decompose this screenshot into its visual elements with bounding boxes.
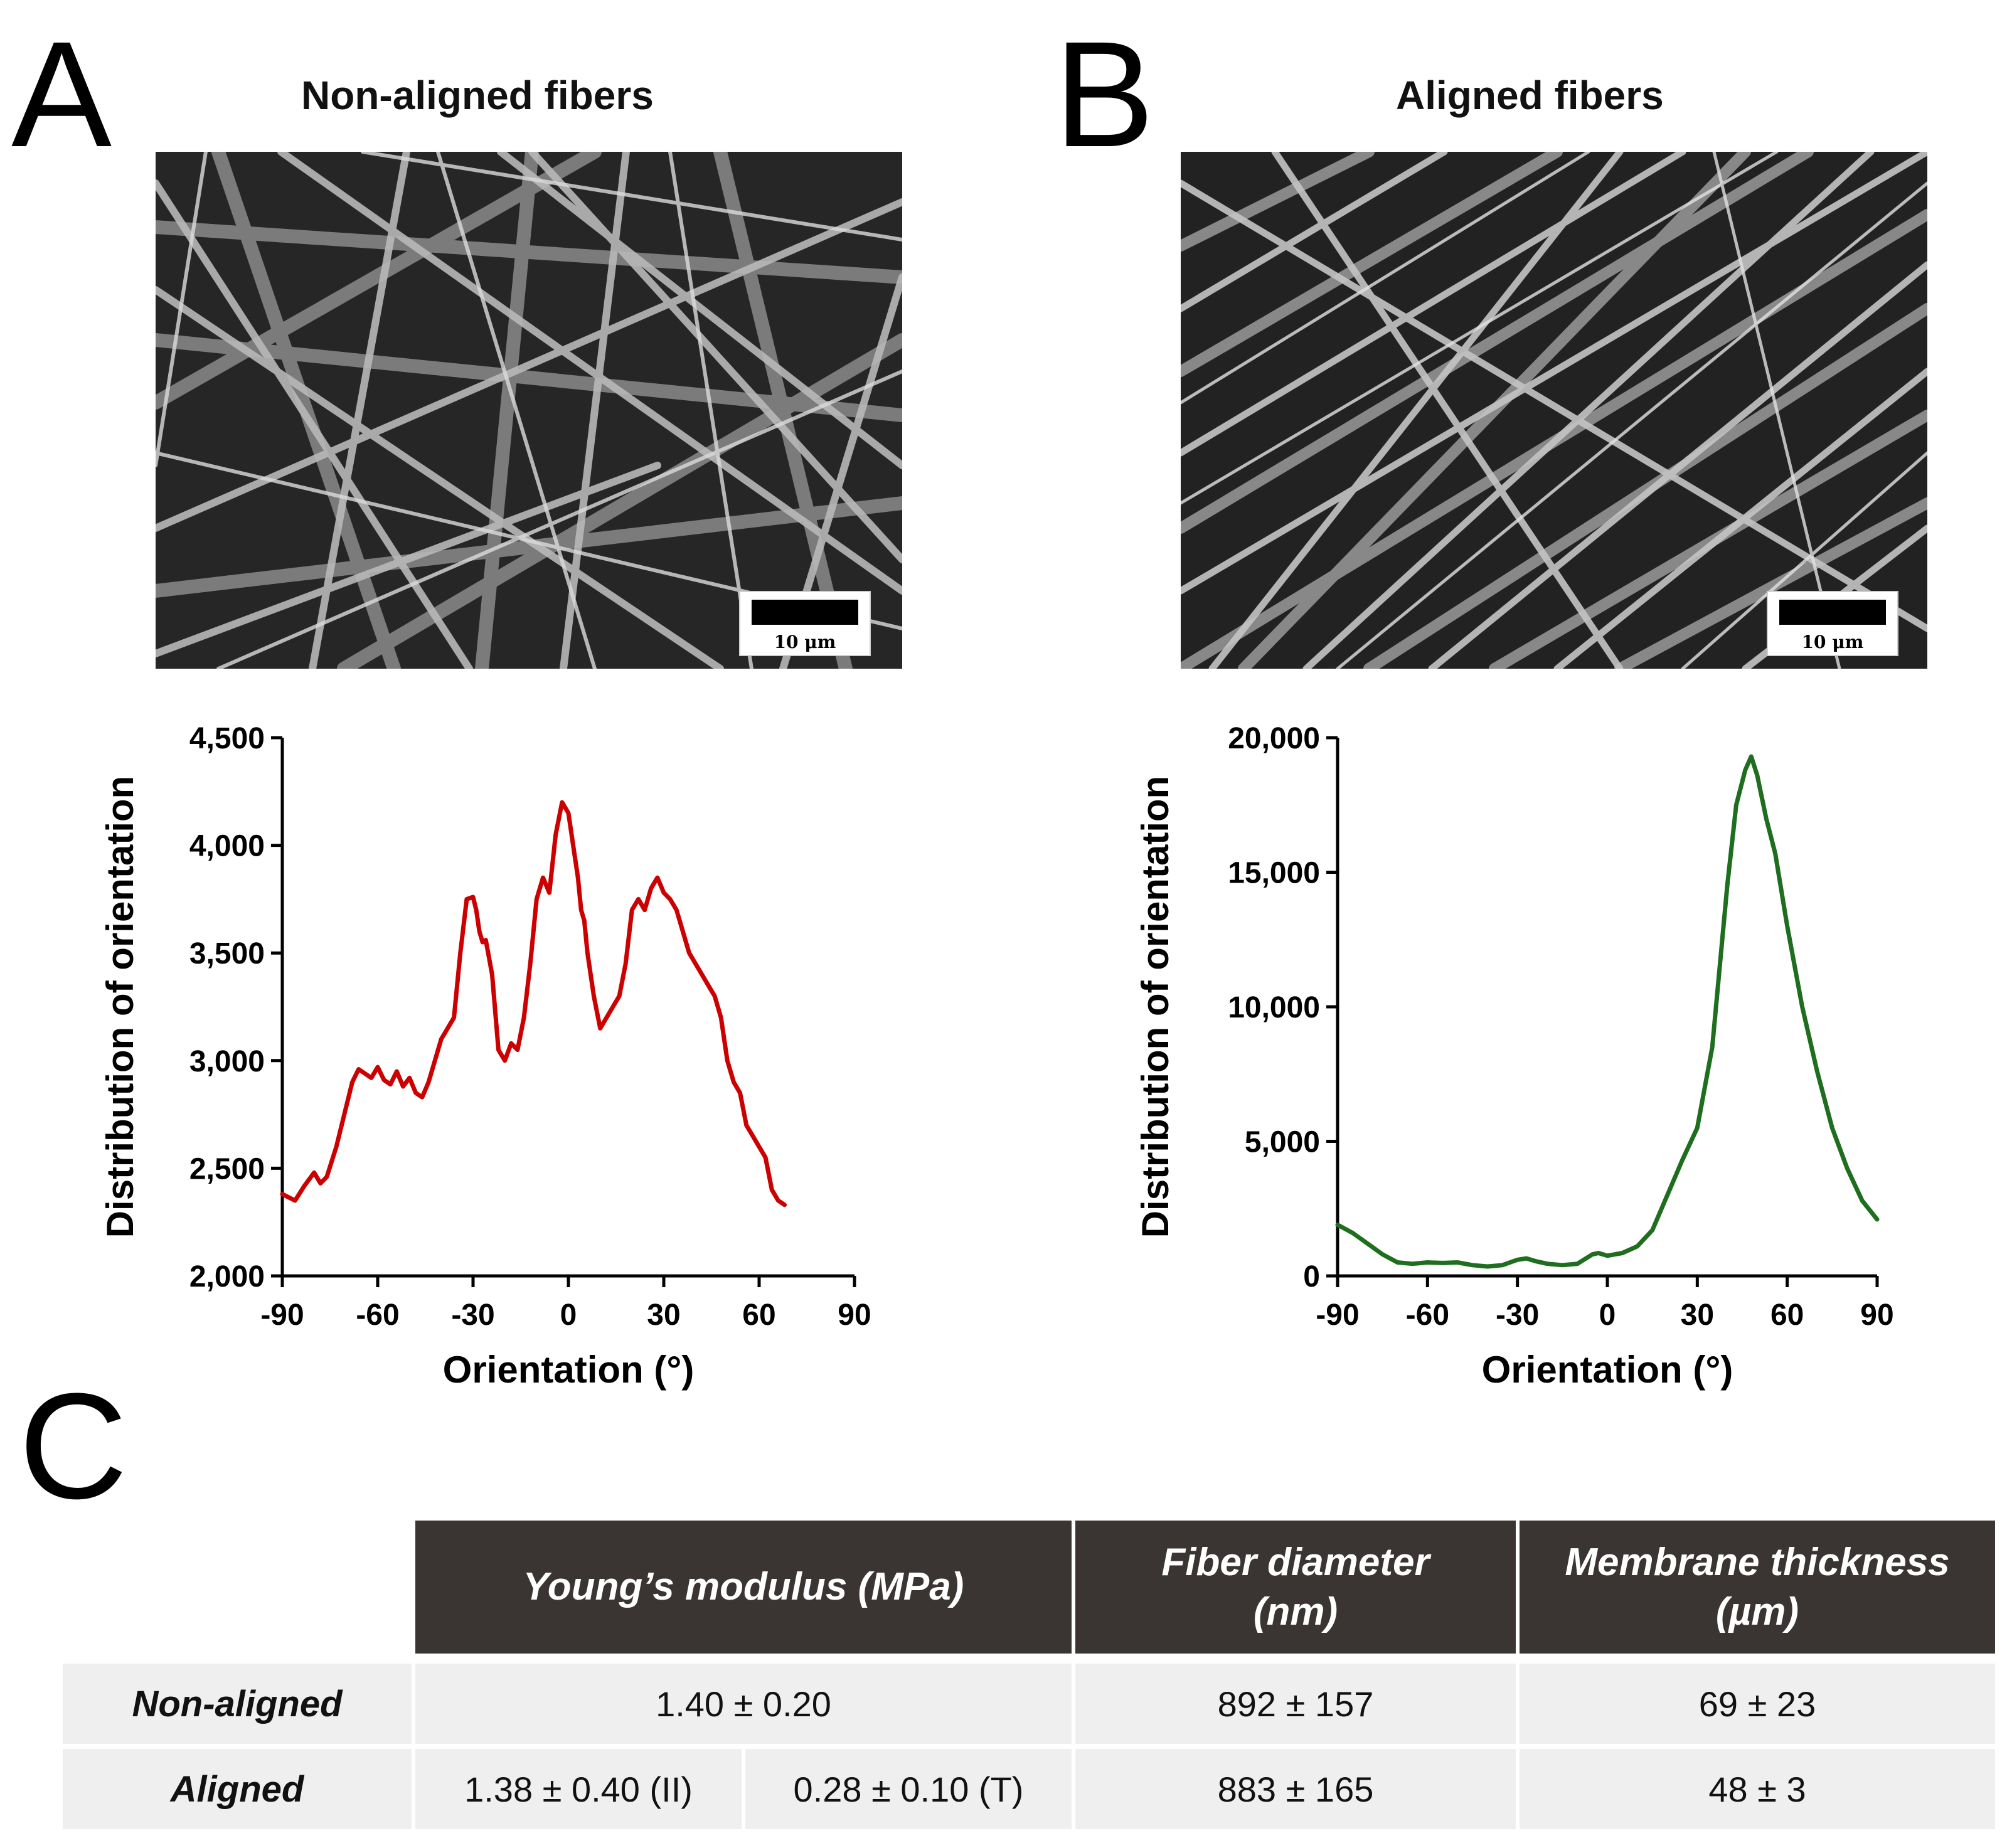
cell-fiber-diameter-non-aligned: 892 ± 157 xyxy=(1075,1664,1516,1744)
panel-letter-c: C xyxy=(19,1362,128,1530)
scale-bar-line xyxy=(752,600,858,625)
series-line xyxy=(280,800,787,1208)
header-youngs-modulus-label: Young’s modulus (MPa) xyxy=(523,1565,964,1609)
scale-bar-b: 10 μm xyxy=(1767,591,1898,656)
orientation-chart-a: 2,000 2,500 3,000 3,500 4,000 4,500 -90 -60 -30 0… xyxy=(99,722,871,1391)
x-tick-label: 60 xyxy=(742,1298,775,1332)
row-label-aligned: Aligned xyxy=(63,1749,412,1829)
scale-bar-a: 10 μm xyxy=(739,591,871,656)
x-tick-label: 60 xyxy=(1770,1298,1804,1332)
y-tick-label: 0 xyxy=(1303,1260,1320,1293)
x-tick-label: 90 xyxy=(1860,1298,1893,1332)
x-axis-label: Orientation (°) xyxy=(1482,1349,1733,1391)
x-tick-label: 30 xyxy=(1681,1298,1714,1332)
y-tick-label: 4,000 xyxy=(189,830,265,863)
cell-fiber-diameter-aligned: 883 ± 165 xyxy=(1075,1749,1516,1829)
y-tick-label: 20,000 xyxy=(1228,722,1320,755)
x-tick-label: 90 xyxy=(838,1298,871,1332)
scale-bar-label: 10 μm xyxy=(1801,632,1864,652)
y-tick-label: 10,000 xyxy=(1228,991,1320,1024)
series-line xyxy=(1335,754,1880,1269)
y-tick-label: 2,500 xyxy=(189,1152,265,1186)
header-fiber-diameter-line2: (nm) xyxy=(1253,1590,1338,1633)
panel-title-b: Aligned fibers xyxy=(1396,73,1664,118)
panel-title-a: Non-aligned fibers xyxy=(301,73,654,118)
scale-bar-label: 10 μm xyxy=(774,632,836,652)
row-label-non-aligned: Non-aligned xyxy=(63,1664,412,1744)
header-membrane-thickness-line1: Membrane thickness xyxy=(1565,1540,1950,1584)
x-tick-label: 0 xyxy=(1599,1298,1616,1332)
cell-youngs-modulus-aligned-parallel: 1.38 ± 0.40 (II) xyxy=(415,1749,742,1829)
cell-membrane-thickness-non-aligned: 69 ± 23 xyxy=(1520,1664,1995,1744)
x-axis-label: Orientation (°) xyxy=(443,1349,695,1391)
sem-image-aligned xyxy=(1181,152,1927,669)
cell-youngs-modulus-aligned-transverse: 0.28 ± 0.10 (T) xyxy=(745,1749,1072,1829)
y-tick-label: 3,500 xyxy=(189,937,265,970)
x-tick-label: -30 xyxy=(1496,1298,1539,1332)
scale-bar-line xyxy=(1779,600,1886,625)
y-tick-label: 2,000 xyxy=(189,1260,265,1293)
properties-table: Young’s modulus (MPa) Fiber diameter (nm… xyxy=(63,1521,1995,1840)
y-tick-label: 15,000 xyxy=(1228,857,1320,890)
x-tick-label: -60 xyxy=(1406,1298,1449,1332)
sem-image-non-aligned xyxy=(156,152,902,669)
x-tick-label: -60 xyxy=(356,1298,399,1332)
header-fiber-diameter-line1: Fiber diameter xyxy=(1161,1540,1430,1584)
panel-letter-a: A xyxy=(11,10,112,178)
header-fiber-diameter: Fiber diameter (nm) xyxy=(1075,1521,1516,1654)
x-tick-label: -30 xyxy=(451,1298,494,1332)
header-membrane-thickness-line2: (µm) xyxy=(1715,1590,1799,1633)
panel-letter-b: B xyxy=(1054,10,1155,178)
cell-youngs-modulus-non-aligned: 1.40 ± 0.20 xyxy=(415,1664,1072,1744)
y-axis-label: Distribution of orientation xyxy=(1134,776,1176,1238)
cell-membrane-thickness-aligned: 48 ± 3 xyxy=(1520,1749,1995,1829)
header-membrane-thickness: Membrane thickness (µm) xyxy=(1520,1521,1995,1654)
y-axis-label: Distribution of orientation xyxy=(99,776,141,1238)
orientation-chart-b: 0 5,000 10,000 15,000 20,000 -90 -60 -30 0 30 60 90… xyxy=(1134,722,1894,1391)
y-tick-label: 5,000 xyxy=(1245,1126,1320,1159)
header-youngs-modulus: Young’s modulus (MPa) xyxy=(415,1521,1072,1654)
x-tick-label: 30 xyxy=(647,1298,680,1332)
x-tick-label: 0 xyxy=(560,1298,577,1332)
y-tick-label: 4,500 xyxy=(189,722,265,755)
x-tick-label: -90 xyxy=(260,1298,304,1332)
y-tick-label: 3,000 xyxy=(189,1045,265,1078)
x-tick-label: -90 xyxy=(1316,1298,1359,1332)
